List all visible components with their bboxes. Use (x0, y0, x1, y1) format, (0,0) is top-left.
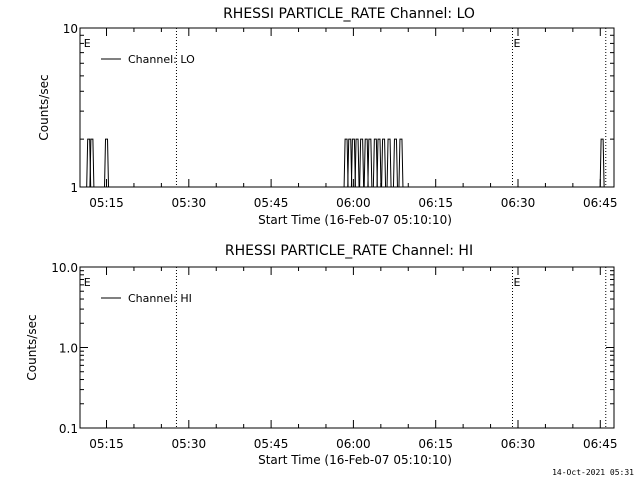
data-spike (599, 138, 605, 188)
event-marker-label: E (84, 37, 91, 50)
x-tick-label: 05:45 (254, 196, 289, 210)
x-tick-label: 05:30 (172, 437, 207, 451)
x-tick-label: 05:15 (89, 196, 124, 210)
data-spike (347, 138, 353, 188)
y-tick-label: 1.0 (59, 342, 78, 356)
chart-title: RHESSI PARTICLE_RATE Channel: HI (225, 243, 473, 259)
y-axis-label: Counts/sec (25, 314, 39, 380)
y-tick-label: 10 (63, 22, 78, 36)
data-spike (372, 138, 378, 188)
event-marker-label: E (514, 276, 521, 289)
x-tick-label: 06:45 (583, 196, 618, 210)
plot-frame (79, 27, 615, 188)
y-tick-label: 1 (70, 181, 78, 195)
chart-panel-0: RHESSI PARTICLE_RATE Channel: LO Start Ti… (37, 6, 618, 227)
data-spike (381, 138, 387, 188)
chart-title: RHESSI PARTICLE_RATE Channel: LO (223, 6, 475, 22)
data-spike (350, 138, 356, 188)
x-axis-label: Start Time (16-Feb-07 05:10:10) (258, 453, 452, 467)
x-tick-label: 05:30 (172, 196, 207, 210)
x-tick-label: 05:15 (89, 437, 124, 451)
chart-panel-1: RHESSI PARTICLE_RATE Channel: HI Start Ti… (25, 243, 618, 467)
data-spike (398, 138, 404, 188)
legend-label: Channel: HI (128, 292, 192, 305)
x-tick-label: 06:15 (418, 196, 453, 210)
x-tick-label: 06:45 (583, 437, 618, 451)
event-marker-label: E (84, 276, 91, 289)
event-marker-label: E (514, 37, 521, 50)
data-spike (386, 138, 392, 188)
x-tick-label: 06:15 (418, 437, 453, 451)
y-tick-label: 10.0 (51, 261, 78, 275)
y-axis-label: Counts/sec (37, 74, 51, 140)
data-spike (89, 138, 95, 188)
x-tick-label: 06:00 (336, 437, 371, 451)
data-spike (359, 138, 365, 188)
data-spike (367, 138, 373, 188)
data-spike (354, 138, 360, 188)
x-tick-label: 05:45 (254, 437, 289, 451)
x-axis-label: Start Time (16-Feb-07 05:10:10) (258, 213, 452, 227)
footer-timestamp: 14-Oct-2021 05:31 (552, 468, 634, 477)
x-tick-label: 06:30 (501, 196, 536, 210)
legend-label: Channel: LO (128, 53, 195, 66)
data-spike (343, 138, 349, 188)
data-spike (104, 138, 110, 188)
y-tick-label: 0.1 (59, 422, 78, 436)
data-spike (392, 138, 398, 188)
data-spike (363, 138, 369, 188)
x-tick-label: 06:00 (336, 196, 371, 210)
x-tick-label: 06:30 (501, 437, 536, 451)
data-spike (376, 138, 382, 188)
